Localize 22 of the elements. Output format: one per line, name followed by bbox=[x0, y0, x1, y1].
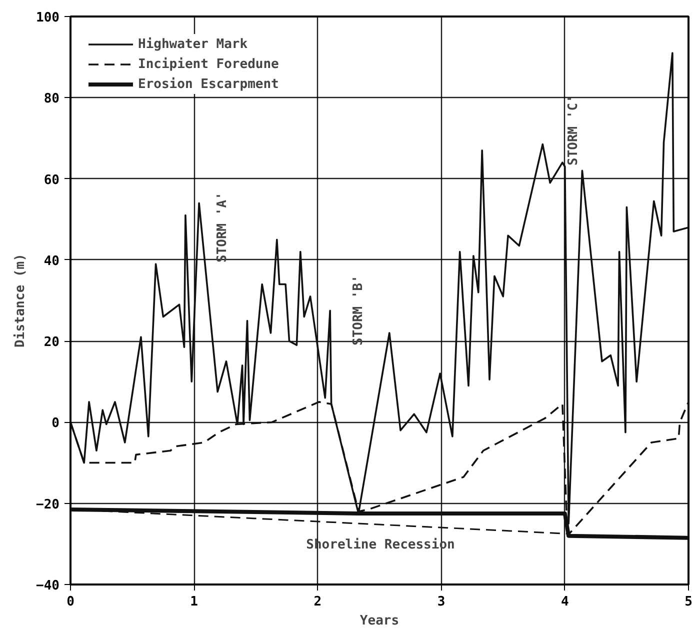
legend-label: Highwater Mark bbox=[138, 36, 248, 52]
x-tick-label: 1 bbox=[190, 594, 198, 610]
y-tick-label: −40 bbox=[36, 578, 60, 594]
y-tick-label: 40 bbox=[44, 254, 60, 269]
y-tick-label: −20 bbox=[36, 497, 60, 512]
legend-label: Erosion Escarpment bbox=[138, 76, 279, 92]
x-tick-label: 0 bbox=[66, 594, 75, 610]
annotation: STORM 'A' bbox=[215, 192, 230, 262]
x-tick-label: 2 bbox=[314, 594, 322, 610]
y-tick-label: 20 bbox=[44, 335, 60, 350]
y-tick-label: 0 bbox=[52, 416, 60, 432]
y-axis-title: Distance (m) bbox=[13, 254, 28, 348]
x-tick-label: 3 bbox=[437, 594, 446, 610]
legend-label: Incipient Foredune bbox=[138, 56, 279, 72]
x-tick-label: 4 bbox=[560, 594, 569, 610]
annotation: STORM 'C' bbox=[566, 95, 581, 166]
y-tick-label: 80 bbox=[44, 92, 60, 107]
y-tick-label: 100 bbox=[36, 10, 60, 26]
x-tick-label: 5 bbox=[684, 594, 692, 610]
x-axis-title: Years bbox=[360, 614, 400, 628]
annotation: STORM 'B' bbox=[351, 275, 366, 346]
y-tick-label: 60 bbox=[44, 172, 60, 188]
